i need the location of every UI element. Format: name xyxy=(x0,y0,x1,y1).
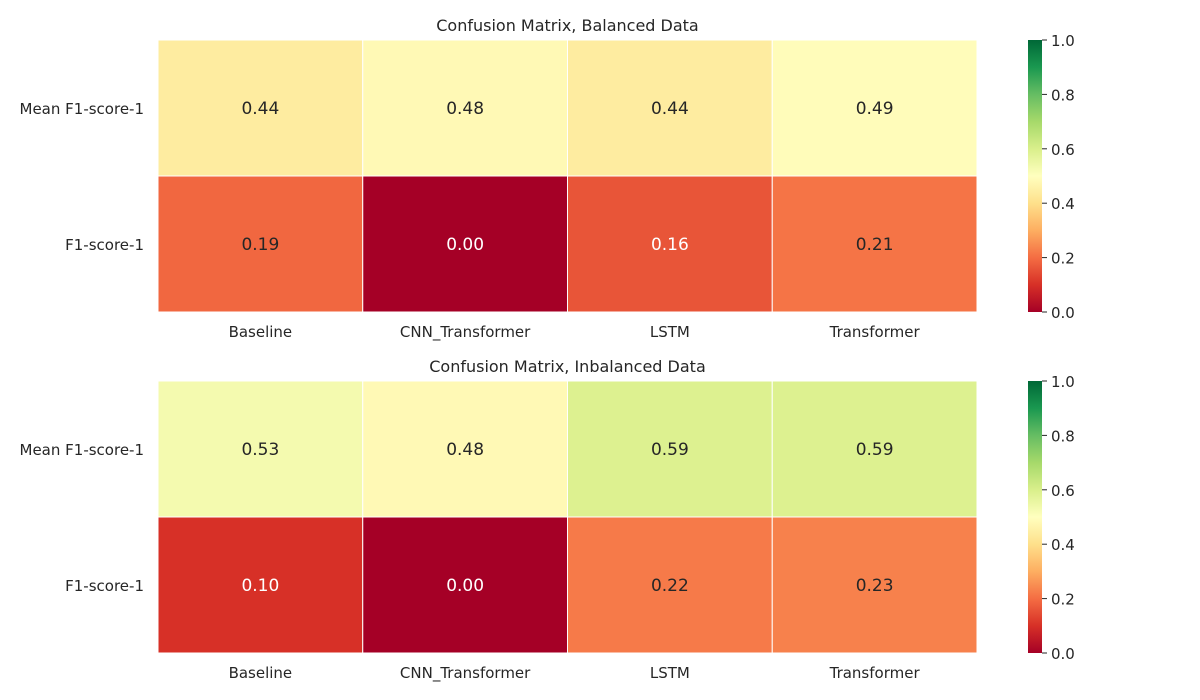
cell-value-label: 0.10 xyxy=(241,576,279,596)
heatmap-panel-1: Confusion Matrix, Balanced Data 0.44 0.48 0… xyxy=(20,16,1075,342)
y-tick-label: Mean F1-score-1 xyxy=(20,100,144,118)
colorbar-tick-label: 0.8 xyxy=(1051,86,1075,104)
colorbar-tick-label: 1.0 xyxy=(1051,373,1075,391)
chart-title: Confusion Matrix, Balanced Data xyxy=(436,16,698,35)
heatmap-cell xyxy=(567,380,773,518)
heatmap-cell xyxy=(157,39,364,177)
x-tick-label: LSTM xyxy=(650,664,690,682)
cell-value-label: 0.59 xyxy=(651,440,689,460)
colorbar-tick-label: 0.6 xyxy=(1051,141,1075,159)
cell-value-label: 0.23 xyxy=(856,576,894,596)
heatmap-cell xyxy=(362,39,568,177)
heatmap-cell xyxy=(362,175,568,313)
heatmap-cell xyxy=(771,380,978,518)
cell-value-label: 0.22 xyxy=(651,576,689,596)
heatmap-panel-2: Confusion Matrix, Inbalanced Data 0.53 0.4… xyxy=(20,357,1075,683)
cell-value-label: 0.49 xyxy=(856,99,894,119)
colorbar xyxy=(1028,381,1042,653)
cell-value-label: 0.16 xyxy=(651,235,689,255)
colorbar-tick-label: 0.2 xyxy=(1051,591,1075,609)
y-tick-label: F1-score-1 xyxy=(65,236,144,254)
heatmap-cell xyxy=(771,39,978,177)
colorbar-tick-label: 1.0 xyxy=(1051,32,1075,50)
y-tick-label: F1-score-1 xyxy=(65,577,144,595)
cell-value-label: 0.44 xyxy=(241,99,279,119)
heatmap-cell xyxy=(157,516,364,654)
colorbar-tick-label: 0.6 xyxy=(1051,482,1075,500)
x-tick-label: Baseline xyxy=(229,323,293,341)
colorbar-tick-label: 0.8 xyxy=(1051,427,1075,445)
colorbar-tick-label: 0.4 xyxy=(1051,536,1075,554)
colorbar-tick-label: 0.0 xyxy=(1051,304,1075,322)
chart-title: Confusion Matrix, Inbalanced Data xyxy=(429,357,706,376)
heatmap-cell xyxy=(362,516,568,654)
cell-value-label: 0.21 xyxy=(856,235,894,255)
colorbar-tick-label: 0.0 xyxy=(1051,645,1075,663)
cell-value-label: 0.59 xyxy=(856,440,894,460)
heatmap-cell xyxy=(362,380,568,518)
x-tick-label: LSTM xyxy=(650,323,690,341)
heatmap-cell xyxy=(771,175,978,313)
colorbar-tick-label: 0.2 xyxy=(1051,250,1075,268)
colorbar xyxy=(1028,40,1042,312)
heatmap-cell xyxy=(157,175,364,313)
cell-value-label: 0.00 xyxy=(446,576,484,596)
heatmap-cell xyxy=(567,39,773,177)
y-tick-label: Mean F1-score-1 xyxy=(20,441,144,459)
colorbar-tick-label: 0.4 xyxy=(1051,195,1075,213)
cell-value-label: 0.53 xyxy=(241,440,279,460)
cell-value-label: 0.48 xyxy=(446,99,484,119)
x-tick-label: CNN_Transformer xyxy=(400,323,531,342)
heatmap-cell xyxy=(771,516,978,654)
cell-value-label: 0.44 xyxy=(651,99,689,119)
cell-value-label: 0.48 xyxy=(446,440,484,460)
x-tick-label: Transformer xyxy=(829,323,921,341)
x-tick-label: CNN_Transformer xyxy=(400,664,531,683)
cell-value-label: 0.00 xyxy=(446,235,484,255)
heatmap-cell xyxy=(567,175,773,313)
cell-value-label: 0.19 xyxy=(241,235,279,255)
x-tick-label: Baseline xyxy=(229,664,293,682)
x-tick-label: Transformer xyxy=(829,664,921,682)
